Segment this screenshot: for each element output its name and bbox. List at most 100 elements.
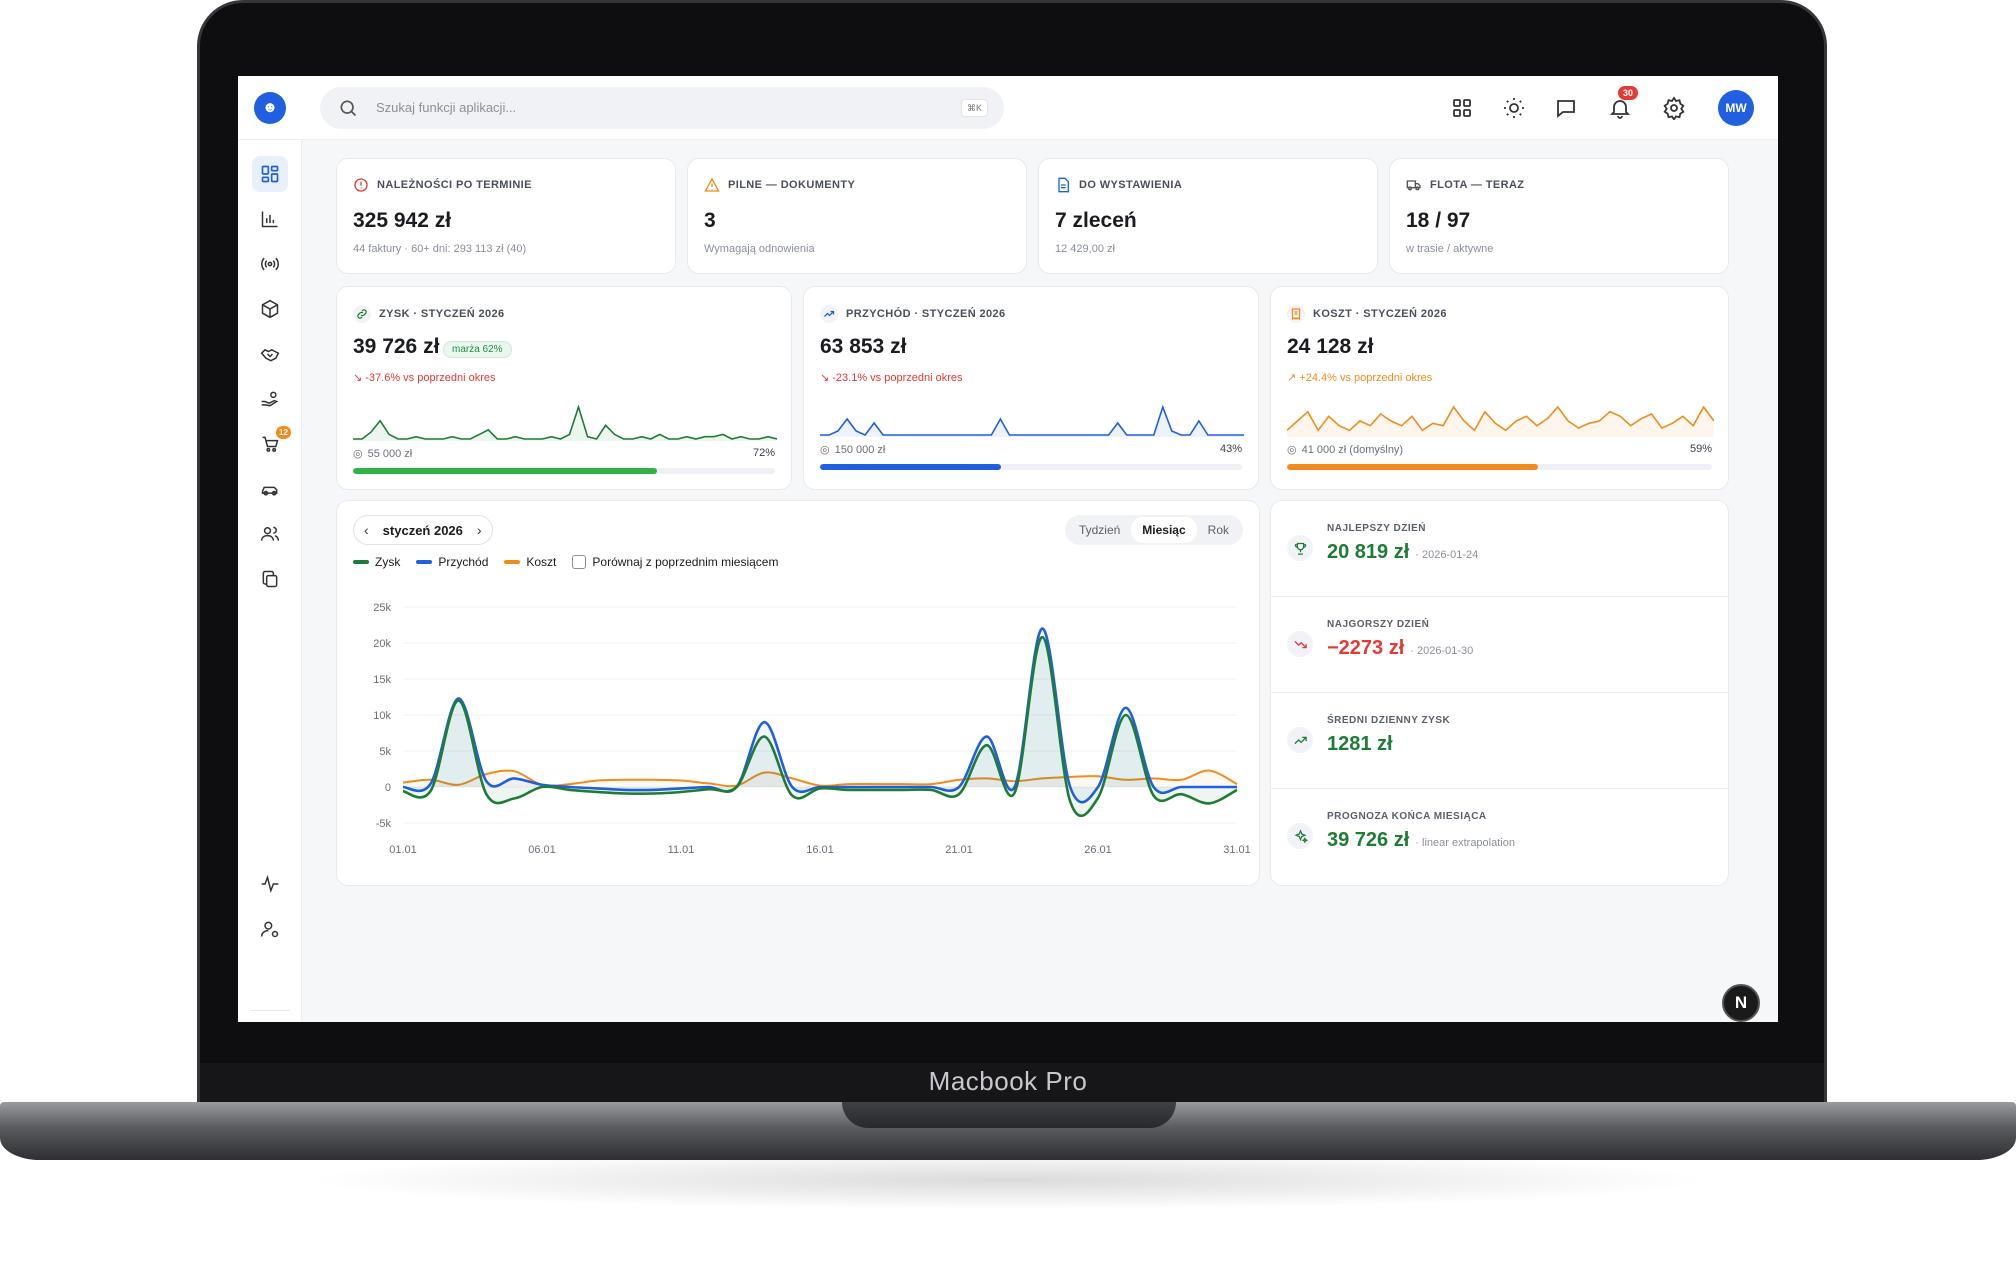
sidebar-item-tracking[interactable] (252, 246, 288, 282)
tab-year[interactable]: Rok (1207, 523, 1229, 537)
stat-forecast: PROGNOZA KOŃCA MIESIĄCA 39 726 zł · linea… (1271, 789, 1728, 885)
kpi-card-documents[interactable]: PILNE — DOKUMENTY 3 Wymagają odnowienia (687, 158, 1027, 274)
car-icon (261, 486, 278, 496)
sun-icon[interactable] (1502, 96, 1526, 120)
handshake-icon (260, 348, 280, 362)
kpi-card-header: FLOTA — TERAZ (1406, 177, 1524, 193)
legend-item-cost[interactable]: Koszt (504, 555, 556, 569)
kpi-label: DO WYSTAWIENIA (1079, 179, 1183, 191)
stat-label: NAJGORSZY DZIEŃ (1327, 619, 1430, 630)
kpi-card-overdue[interactable]: NALEŻNOŚCI PO TERMINIE 325 942 zł 44 fak… (336, 158, 676, 274)
sparkline-area (820, 407, 1244, 437)
stat-value: −2273 zł (1327, 637, 1405, 659)
sidebar-item-users[interactable] (252, 516, 288, 552)
tab-month[interactable]: Miesiąc (1131, 517, 1197, 543)
metric-label: KOSZT · STYCZEŃ 2026 (1313, 308, 1447, 320)
margin-pill: marża 62% (443, 341, 512, 358)
search-icon (340, 100, 357, 117)
legend-label: Koszt (526, 555, 557, 569)
compare-checkbox[interactable] (572, 555, 587, 569)
legend-item-profit[interactable]: Zysk (353, 555, 400, 569)
sidebar-item-finance[interactable] (252, 381, 288, 417)
series-area (403, 637, 1237, 816)
bell-icon[interactable] (1608, 96, 1632, 120)
kpi-card-to-invoice[interactable]: DO WYSTAWIENIA 7 zleceń 12 429,00 zł (1038, 158, 1378, 274)
device-shadow (300, 1150, 1716, 1210)
search-box[interactable]: Szukaj funkcji aplikacji... ⌘K (320, 87, 1004, 129)
sidebar-item-orders[interactable]: 12 (252, 426, 291, 462)
sidebar-item-contracts[interactable] (252, 336, 288, 372)
legend-swatch (416, 560, 433, 564)
profit-line-chart: 25k 20k 15k 10k 5k 0 -5k 01.01 06.01 11.01 16.01 21… (373, 602, 1251, 856)
tab-week[interactable]: Tydzień (1078, 523, 1121, 537)
series-area (403, 770, 1237, 787)
trending-down-icon (1287, 631, 1313, 657)
kpi-card-fleet[interactable]: FLOTA — TERAZ 18 / 97 w trasie / aktywne (1389, 158, 1729, 274)
stat-value-line: 39 726 zł · linear extrapolation (1327, 829, 1515, 852)
kpi-value: 18 / 97 (1406, 209, 1471, 232)
metric-delta: ↘ -37.6% vs poprzedni okres (353, 372, 496, 384)
gear-icon[interactable] (1662, 96, 1686, 120)
metric-delta: ↗ +24.4% vs poprzedni okres (1287, 372, 1433, 384)
range-tabs: Tydzień Miesiąc Rok (1064, 515, 1243, 545)
metric-progress-fill (353, 468, 657, 474)
sparkline-cost (1287, 405, 1714, 437)
chevron-left-icon[interactable]: ‹ (364, 522, 369, 538)
sidebar-divider (250, 1010, 290, 1011)
chevron-right-icon[interactable]: › (476, 522, 482, 538)
stat-value: 39 726 zł (1327, 829, 1410, 851)
metric-card-revenue[interactable]: PRZYCHÓD · STYCZEŃ 2026 63 853 zł ↘ -23.… (803, 286, 1259, 490)
grid-icon[interactable] (1450, 96, 1474, 120)
x-tick-label: 21.01 (945, 844, 973, 856)
user-settings-icon (260, 921, 279, 938)
metric-card-header: ZYSK · STYCZEŃ 2026 (353, 305, 505, 323)
sidebar-item-activity[interactable] (252, 866, 288, 902)
metric-percent: 43% (1219, 443, 1242, 455)
sidebar-item-reports[interactable] (252, 201, 288, 237)
kpi-card-header: PILNE — DOKUMENTY (704, 177, 855, 193)
user-avatar[interactable]: MW (1718, 90, 1754, 126)
kpi-subtext: Wymagają odnowienia (704, 243, 815, 255)
dev-tools-button[interactable]: N (1722, 984, 1760, 1022)
kpi-subtext: 44 faktury · 60+ dni: 293 113 zł (40) (353, 243, 527, 255)
metric-progress-bar (353, 468, 775, 474)
orders-count-badge: 12 (276, 426, 291, 439)
stat-average-profit: ŚREDNI DZIENNY ZYSK 1281 zł (1271, 693, 1728, 789)
trophy-icon (1287, 535, 1313, 561)
sidebar-item-fleet[interactable] (252, 471, 288, 507)
sidebar-item-account[interactable] (252, 911, 288, 947)
y-tick-label: 5k (379, 746, 391, 758)
stat-value: 1281 zł (1327, 733, 1393, 755)
truck-icon (1406, 180, 1421, 191)
sparkles-icon (1287, 823, 1313, 849)
metric-label: ZYSK · STYCZEŃ 2026 (379, 308, 505, 320)
bar-chart-icon (261, 211, 278, 228)
legend-swatch (353, 560, 369, 564)
search-input[interactable]: Szukaj funkcji aplikacji... (376, 100, 517, 115)
metric-progress-bar (1287, 464, 1712, 470)
metric-card-profit[interactable]: ZYSK · STYCZEŃ 2026 39 726 zł marża 62% … (336, 286, 792, 490)
metric-progress-fill (820, 464, 1002, 470)
sidebar-item-dashboard[interactable] (252, 156, 288, 192)
kpi-subtext: 12 429,00 zł (1055, 243, 1115, 255)
sidebar-item-shipments[interactable] (252, 291, 288, 327)
kpi-label: NALEŻNOŚCI PO TERMINIE (377, 179, 532, 191)
period-label: styczeń 2026 (382, 522, 463, 538)
chart-legend: Zysk Przychód Koszt Porównaj z poprzedni… (353, 555, 778, 569)
trending-up-icon (1287, 727, 1313, 753)
document-icon (1058, 177, 1069, 193)
legend-item-revenue[interactable]: Przychód (416, 555, 488, 569)
metric-card-cost[interactable]: KOSZT · STYCZEŃ 2026 24 128 zł ↗ +24.4% … (1270, 286, 1729, 490)
metric-value: 39 726 zł (353, 335, 440, 358)
sidebar-item-documents[interactable] (252, 561, 288, 597)
compare-toggle[interactable]: Porównaj z poprzednim miesiącem (572, 555, 778, 569)
trending-up-icon (820, 305, 838, 323)
kpi-value: 325 942 zł (353, 209, 452, 232)
stat-worst-day: NAJGORSZY DZIEŃ −2273 zł · 2026-01-30 (1271, 597, 1728, 693)
legend-label: Przychód (438, 555, 489, 569)
chat-icon[interactable] (1554, 96, 1578, 120)
y-tick-label: -5k (376, 818, 392, 830)
metric-target-value: 150 000 zł (834, 443, 886, 456)
kpi-value: 3 (704, 209, 716, 232)
app-logo[interactable]: ☻ (254, 92, 286, 124)
